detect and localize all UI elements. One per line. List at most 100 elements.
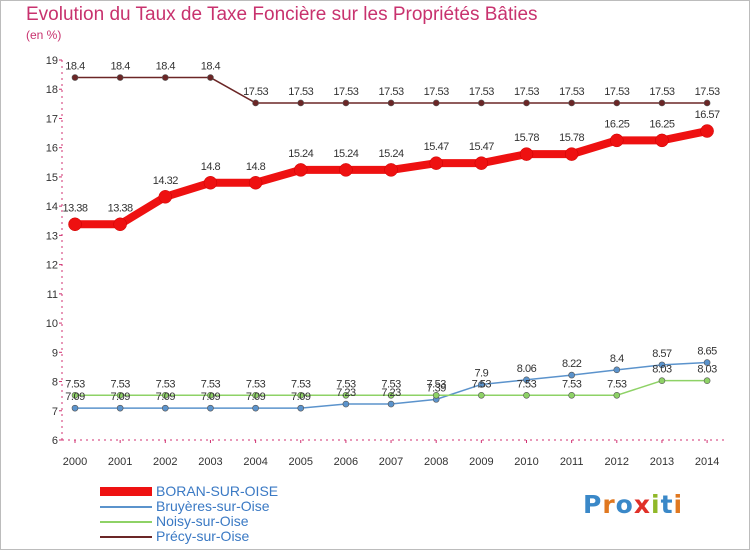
legend-swatch-precy [100, 535, 152, 538]
legend-item-noisy[interactable]: Noisy-sur-Oise [100, 514, 278, 529]
data-label: 17.53 [243, 86, 268, 98]
data-point [432, 99, 440, 107]
data-label: 17.53 [695, 86, 720, 98]
data-label: 8.03 [697, 364, 717, 376]
data-label: 18.4 [65, 61, 85, 73]
data-label: 13.38 [62, 202, 87, 214]
data-point [613, 366, 621, 374]
legend-label: Bruyères-sur-Oise [156, 498, 270, 514]
legend-item-bruyeres[interactable]: Bruyères-sur-Oise [100, 499, 278, 514]
logo-letter: t [660, 490, 674, 519]
x-tick-label: 2009 [469, 456, 493, 468]
x-tick-label: 2008 [424, 456, 448, 468]
x-tick-label: 2005 [289, 456, 313, 468]
x-tick-label: 2010 [514, 456, 538, 468]
y-tick-label: 13 [46, 230, 58, 242]
x-tick-label: 2014 [695, 456, 719, 468]
legend-item-boran[interactable]: BORAN-SUR-OISE [100, 484, 278, 499]
logo-letter: o [615, 490, 634, 519]
unit-label: (en %) [26, 28, 62, 42]
data-point [523, 391, 530, 399]
data-point [474, 156, 489, 170]
logo-letter: r [602, 490, 616, 519]
data-label: 16.25 [604, 118, 629, 130]
y-tick-label: 6 [52, 435, 58, 447]
data-point [523, 376, 530, 384]
y-tick-label: 18 [46, 84, 58, 96]
data-label: 14.8 [201, 161, 221, 173]
data-label: 7.53 [291, 378, 311, 390]
data-point [658, 377, 666, 384]
x-tick-label: 2006 [334, 456, 358, 468]
data-label: 13.38 [108, 202, 133, 214]
data-point [297, 99, 305, 107]
data-label: 8.22 [562, 358, 582, 370]
x-tick-label: 2002 [153, 456, 177, 468]
data-point [568, 391, 575, 399]
data-point [658, 361, 666, 369]
data-point [384, 163, 398, 177]
data-label: 18.4 [110, 61, 130, 73]
data-label: 15.78 [559, 132, 584, 144]
data-point [568, 99, 575, 107]
data-label: 7.09 [246, 391, 266, 403]
data-label: 7.39 [426, 382, 446, 394]
data-label: 7.53 [517, 378, 537, 390]
data-point [71, 391, 79, 399]
data-label: 8.4 [610, 353, 624, 365]
x-tick-label: 2013 [650, 456, 674, 468]
data-point [294, 163, 308, 177]
logo-letter: P [583, 490, 603, 519]
data-label: 7.23 [336, 387, 356, 399]
data-point [568, 371, 575, 379]
data-point [342, 400, 350, 408]
data-label: 17.53 [424, 86, 449, 98]
y-tick-label: 12 [46, 260, 58, 272]
data-label: 17.53 [333, 86, 358, 98]
data-point [207, 74, 214, 81]
series-group [68, 74, 714, 412]
data-label: 15.47 [469, 141, 494, 153]
data-point [610, 133, 624, 148]
data-point [655, 133, 669, 148]
data-point [387, 391, 395, 399]
data-point [703, 377, 711, 384]
data-label: 15.24 [379, 148, 404, 160]
data-point [116, 404, 124, 412]
data-label: 7.9 [474, 367, 488, 379]
data-point [297, 391, 305, 399]
legend-item-precy[interactable]: Précy-sur-Oise [100, 529, 278, 544]
data-label: 16.25 [649, 118, 674, 130]
data-point [387, 99, 395, 107]
data-label: 7.53 [201, 378, 221, 390]
data-label: 7.53 [110, 378, 130, 390]
data-label: 7.09 [291, 391, 311, 403]
x-tick-label: 2001 [108, 456, 132, 468]
data-point [248, 176, 263, 190]
data-point [519, 147, 534, 161]
data-point [162, 74, 169, 81]
data-label: 8.57 [652, 348, 672, 360]
x-tick-label: 2003 [198, 456, 222, 468]
data-label: 15.78 [514, 132, 539, 144]
y-tick-label: 19 [46, 55, 58, 67]
data-label: 17.53 [288, 86, 313, 98]
data-label: 15.47 [424, 141, 449, 153]
data-label: 15.24 [288, 148, 313, 160]
data-label: 17.53 [514, 86, 539, 98]
data-point [71, 74, 79, 81]
data-labels: 18.4 18.4 18.4 18.4 17.53 17.53 17.53 17.53 17.5… [62, 61, 720, 404]
data-point [252, 391, 259, 399]
data-label: 7.09 [110, 391, 130, 403]
legend-swatch-noisy [100, 520, 152, 523]
data-label: 7.53 [156, 378, 176, 390]
data-label: 17.53 [649, 86, 674, 98]
y-tick-label: 15 [46, 172, 58, 184]
data-label: 7.53 [381, 378, 401, 390]
data-label: 7.53 [607, 378, 627, 390]
data-point [700, 124, 714, 138]
data-label: 7.53 [472, 378, 492, 390]
data-point [252, 99, 259, 107]
data-point [162, 404, 169, 412]
data-point [68, 217, 82, 232]
